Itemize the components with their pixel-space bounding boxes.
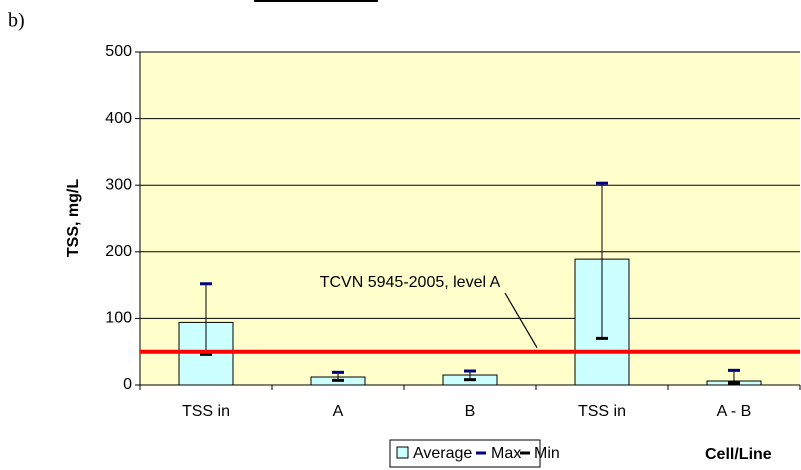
legend-label: Average — [413, 445, 472, 462]
x-axis-label: Cell/Line — [705, 446, 772, 463]
x-tick-label: A - B — [717, 403, 752, 420]
panel-label: b) — [8, 10, 25, 32]
y-tick-label: 200 — [105, 243, 132, 260]
y-tick-label: 400 — [105, 110, 132, 127]
annotation-leader — [504, 292, 538, 349]
legend-box — [389, 439, 541, 468]
x-tick-label: A — [333, 403, 344, 420]
x-tick-label: TSS in — [182, 403, 230, 420]
plot-area — [140, 52, 800, 385]
legend-label: Max — [491, 445, 521, 462]
y-tick-label: 300 — [105, 176, 132, 193]
legend: Average Max Min — [389, 439, 560, 468]
legend-label: Min — [534, 445, 560, 462]
x-tick-label: TSS in — [578, 403, 626, 420]
x-tick-label: B — [465, 403, 476, 420]
y-axis-label: TSS, mg/L — [65, 179, 82, 257]
y-tick-label: 0 — [123, 376, 132, 393]
y-tick-label: 100 — [105, 310, 132, 327]
legend-swatch — [396, 446, 409, 459]
y-tick-label: 500 — [105, 43, 132, 60]
reference-label: TCVN 5945-2005, level A — [320, 274, 501, 291]
